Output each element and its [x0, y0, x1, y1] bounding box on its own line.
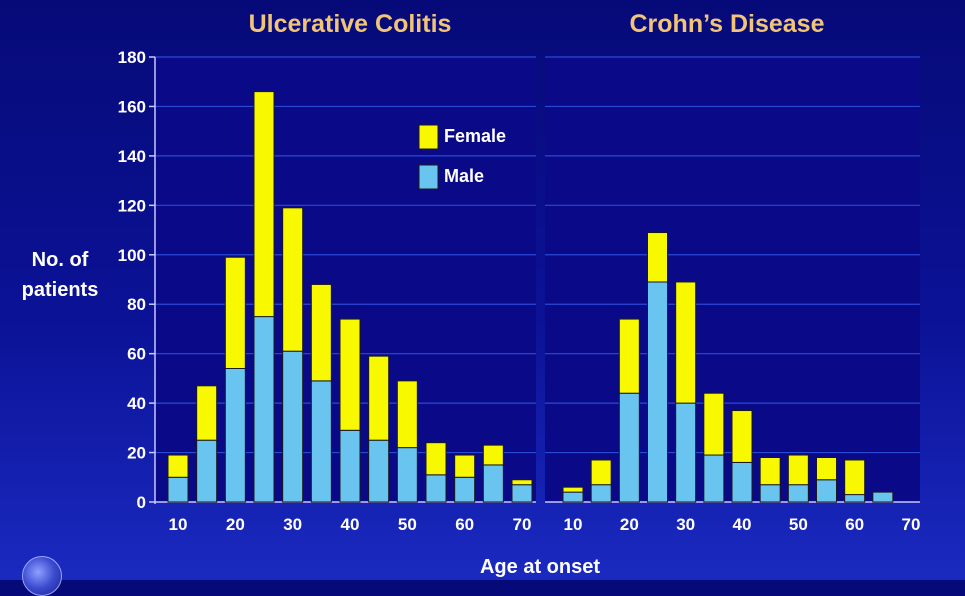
y-tick-100: 100	[118, 246, 146, 265]
bar-cd-male-10	[562, 491, 584, 503]
bar-cd-female-60	[844, 459, 866, 496]
y-tick-60: 60	[127, 345, 146, 364]
y-axis-label-line1: No. of	[32, 249, 89, 271]
logo	[22, 556, 62, 596]
chart-title-crohns-disease: Crohn’s Disease	[630, 10, 825, 38]
bar-uc-male-10	[167, 476, 189, 503]
chart: 10 20 30 40 50 60 70 0 20 40 60 80 100 120 140 160 180 10…	[22, 10, 921, 578]
bar-cd-male-60	[844, 494, 866, 503]
bar-uc-male-35	[310, 380, 332, 503]
bar-cd-male-30	[675, 402, 697, 503]
y-tick-120: 120	[118, 196, 146, 215]
bar-uc-male-60	[454, 476, 476, 503]
y-axis-label-line2: patients	[22, 279, 99, 301]
x-tick-cd-70: 70	[902, 515, 921, 534]
bar-cd-female-55	[816, 457, 837, 481]
chart-title-ulcerative-colitis: Ulcerative Colitis	[249, 10, 452, 38]
y-tick-180: 180	[118, 48, 146, 67]
bar-uc-female-20	[224, 256, 246, 369]
legend-label-male: Male	[444, 166, 484, 186]
bar-cd-female-30	[675, 281, 697, 404]
bar-uc-female-65	[482, 444, 504, 466]
bar-cd-male-55	[816, 479, 837, 503]
x-tick-cd-50: 50	[789, 515, 808, 534]
x-tick-uc-20: 20	[226, 515, 245, 534]
legend-label-female: Female	[444, 126, 506, 146]
bar-uc-male-50	[396, 447, 418, 503]
bar-uc-male-45	[368, 439, 390, 503]
bar-uc-female-30	[282, 207, 304, 352]
bar-uc-female-70	[511, 479, 533, 486]
bar-cd-male-45	[759, 484, 781, 503]
x-tick-uc-70: 70	[513, 515, 532, 534]
bar-uc-male-55	[425, 474, 447, 503]
bar-cd-female-25	[647, 232, 668, 283]
y-tick-20: 20	[127, 444, 146, 463]
bar-cd-female-15	[590, 459, 612, 486]
x-tick-uc-50: 50	[398, 515, 417, 534]
y-tick-80: 80	[127, 295, 146, 314]
bar-cd-male-25	[647, 281, 668, 503]
bar-cd-male-65	[872, 491, 894, 503]
legend-swatch-female	[418, 124, 439, 150]
bar-uc-male-65	[482, 464, 504, 503]
bar-cd-male-35	[703, 454, 725, 503]
bar-uc-male-15	[196, 439, 218, 503]
bar-uc-male-30	[282, 350, 304, 503]
y-tick-0: 0	[137, 493, 146, 512]
x-tick-uc-10: 10	[169, 515, 188, 534]
bar-uc-female-60	[454, 454, 476, 478]
x-tick-cd-40: 40	[733, 515, 752, 534]
bar-uc-female-50	[396, 380, 418, 449]
x-tick-cd-30: 30	[676, 515, 695, 534]
y-tick-40: 40	[127, 394, 146, 413]
y-tick-160: 160	[118, 97, 146, 116]
bar-uc-male-25	[253, 316, 275, 503]
bar-cd-male-15	[590, 484, 612, 503]
bar-uc-female-55	[425, 442, 447, 476]
x-axis-label: Age at onset	[480, 556, 600, 578]
bar-cd-male-50	[787, 484, 809, 503]
bar-cd-female-50	[787, 454, 809, 486]
bars	[167, 91, 894, 503]
x-tick-cd-20: 20	[620, 515, 639, 534]
x-tick-uc-60: 60	[455, 515, 474, 534]
bar-uc-female-10	[167, 454, 189, 478]
bar-uc-female-40	[339, 318, 361, 431]
bar-cd-female-35	[703, 392, 725, 456]
bar-uc-female-35	[310, 283, 332, 382]
bar-cd-female-45	[759, 457, 781, 486]
bar-cd-female-10	[562, 486, 584, 493]
bar-cd-male-20	[618, 392, 640, 503]
bar-uc-female-15	[196, 385, 218, 441]
x-tick-cd-60: 60	[845, 515, 864, 534]
bar-cd-male-40	[731, 461, 753, 503]
ticks: 10 20 30 40 50 60 70 0 20 40 60 80 100 120 140 160 180 10…	[118, 48, 921, 534]
legend-swatch-male	[418, 164, 439, 190]
x-tick-uc-40: 40	[341, 515, 360, 534]
bar-cd-female-20	[618, 318, 640, 394]
bar-uc-male-40	[339, 429, 361, 503]
bar-uc-male-70	[511, 484, 533, 503]
legend: Female Male	[418, 124, 506, 190]
bar-uc-female-45	[368, 355, 390, 441]
y-tick-140: 140	[118, 147, 146, 166]
bar-uc-female-25	[253, 91, 275, 318]
bar-uc-male-20	[224, 368, 246, 503]
bar-cd-female-40	[731, 410, 753, 463]
x-tick-uc-30: 30	[283, 515, 302, 534]
x-tick-cd-10: 10	[564, 515, 583, 534]
